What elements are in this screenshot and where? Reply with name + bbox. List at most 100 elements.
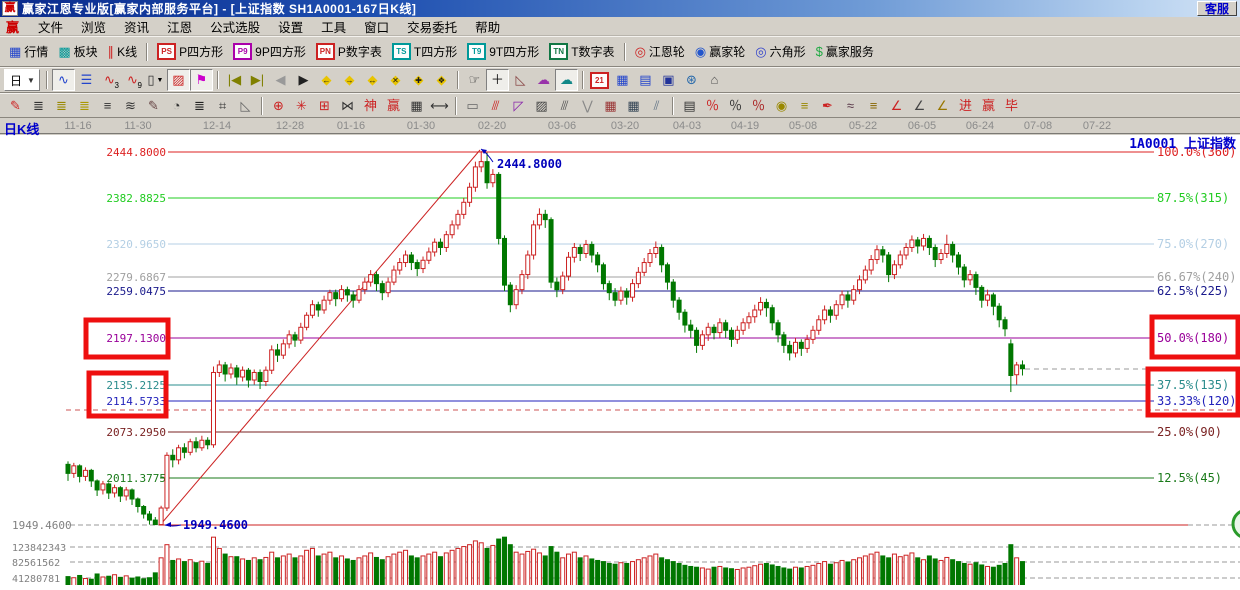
menu-浏览[interactable]: 浏览 [81, 20, 107, 35]
ying-grid-tool[interactable]: 赢 [977, 95, 1000, 117]
check-lines-tool[interactable]: ⋁ [576, 95, 599, 117]
box-tool[interactable]: ▭ [461, 95, 484, 117]
notes-button[interactable]: ▤ [634, 69, 657, 91]
menu-江恩[interactable]: 江恩 [167, 20, 193, 35]
sectors-button[interactable]: ▩ 板块 [53, 40, 102, 64]
f-grid-tool[interactable]: ≡ [96, 95, 119, 117]
diamond-right-button[interactable]: ◆ → [344, 72, 355, 87]
angle-ruler-button[interactable]: ◺ [509, 69, 532, 91]
menu-资讯[interactable]: 资讯 [124, 20, 150, 35]
gold-circle-tool[interactable]: ◉ [770, 95, 793, 117]
menu-工具[interactable]: 工具 [321, 20, 347, 35]
shen-tool[interactable]: 神 [359, 95, 382, 117]
bi-tool[interactable]: 毕 [1000, 95, 1023, 117]
draw-pen-tool[interactable]: ✎ [4, 95, 27, 117]
j-angle-tool[interactable]: ∠ [885, 95, 908, 117]
menu-交易委托[interactable]: 交易委托 [407, 20, 458, 35]
diamond-left-button[interactable]: ◆ ← [321, 72, 332, 87]
fan-red-tool[interactable]: ⫻ [484, 95, 507, 117]
crosshair-button[interactable]: ＋ [485, 69, 509, 91]
prev-bar-button[interactable]: ◀ [269, 69, 292, 91]
circle-grid-tool[interactable]: ⊞ [313, 95, 336, 117]
volume-bar [641, 557, 647, 588]
period-day-dropdown[interactable]: 日 ▼ [4, 69, 40, 91]
grid-box-b-tool[interactable]: ▦ [622, 95, 645, 117]
gann-wheel-button[interactable]: ◎ 江恩轮 [630, 40, 690, 64]
gold-avg-tool[interactable]: ≡ [862, 95, 885, 117]
angle-fan-tool[interactable]: ⫻ [553, 95, 576, 117]
save-button[interactable]: ▣ [657, 69, 680, 91]
menu-公式选股[interactable]: 公式选股 [210, 20, 261, 35]
diamond-expand-button[interactable]: ◆ ❖ [436, 72, 447, 87]
cloud-teal-button[interactable]: ☁ [554, 69, 578, 91]
gold-grid-a-tool[interactable]: ≣ [50, 95, 73, 117]
kline-chart[interactable]: 123842343 82561562 41280781 1949.4600 2444.8… [0, 135, 1240, 588]
wave-mark-tool[interactable]: ⋈ [336, 95, 359, 117]
trend-line[interactable] [160, 149, 481, 525]
market-quotes-button[interactable]: ▦ 行情 [4, 40, 53, 64]
sync-globe-button[interactable]: ⊛ [680, 69, 703, 91]
9t-square-button[interactable]: T9 9T四方形 [462, 40, 544, 64]
grid-123-tool[interactable]: ▦ [405, 95, 428, 117]
pct-line-tool[interactable]: ％ [747, 95, 770, 117]
hand-pan-button[interactable]: ☞ [463, 69, 486, 91]
diamond-hrange-button[interactable]: ◆ ↔ [367, 72, 378, 87]
workstation-button[interactable]: ⌂ [703, 69, 726, 91]
p-digit-table-button[interactable]: PN P数字表 [311, 40, 387, 64]
jin-tool[interactable]: 进 [954, 95, 977, 117]
grid-box-a-tool[interactable]: ▦ [599, 95, 622, 117]
price-comb-tool[interactable]: ≣ [188, 95, 211, 117]
customer-service-button[interactable]: 客服 [1196, 1, 1237, 16]
p-square-button[interactable]: PS P四方形 [152, 40, 228, 64]
chart-area[interactable]: 123842343 82561562 41280781 1949.4600 2444.8… [0, 135, 1240, 588]
color-flag-button[interactable]: ⚑ [189, 69, 213, 91]
menu-帮助[interactable]: 帮助 [475, 20, 501, 35]
next-bar-button[interactable]: ▶ [292, 69, 315, 91]
gold-angle-tool[interactable]: ∠ [931, 95, 954, 117]
menu-设置[interactable]: 设置 [278, 20, 304, 35]
marker-pen-tool[interactable]: ✎ [142, 95, 165, 117]
t-digit-table-button[interactable]: TN T数字表 [544, 40, 619, 64]
width-measure-tool[interactable]: ⟷ [428, 95, 451, 117]
f-angle-tool[interactable]: ∠ [908, 95, 931, 117]
winner-service-button[interactable]: $ 赢家服务 [811, 40, 879, 64]
zigzag-9-button[interactable]: ∿ 9 [126, 72, 142, 91]
trend-wave-button[interactable]: ∿ [51, 69, 75, 91]
circle-cross-tool[interactable]: ⊕ [267, 95, 290, 117]
last-bar-button[interactable]: ▶| [246, 69, 269, 91]
gann-wheel-tool[interactable]: ✳ [290, 95, 313, 117]
candle-style-dropdown[interactable]: ▯ ▼ [147, 72, 164, 87]
ink-pen-tool[interactable]: ✒ [816, 95, 839, 117]
menu-窗口[interactable]: 窗口 [364, 20, 390, 35]
calculator-button[interactable]: ▦ [611, 69, 634, 91]
time-circle-tool[interactable]: ◔ [165, 95, 188, 117]
t-square-button[interactable]: TS T四方形 [387, 40, 462, 64]
zigzag-3-button[interactable]: ∿ 3 [103, 72, 119, 91]
kline-button[interactable]: ∥ K线 [103, 40, 143, 64]
pct-retrace-tool[interactable]: ％ [701, 95, 724, 117]
gold-grid-b-tool[interactable]: ≣ [73, 95, 96, 117]
e-grid-tool[interactable]: ▤ [678, 95, 701, 117]
winner-wheel-button[interactable]: ◉ 赢家轮 [690, 40, 750, 64]
cloud-purple-button[interactable]: ☁ [532, 69, 555, 91]
parallel-lines-tool[interactable]: ⫽ [645, 95, 668, 117]
hexagon-button[interactable]: ◎ 六角形 [750, 40, 810, 64]
first-bar-button[interactable]: |◀ [223, 69, 246, 91]
ying-tool[interactable]: 赢 [382, 95, 405, 117]
angle-measure-tool[interactable]: ◺ [234, 95, 257, 117]
five-grid-tool[interactable]: ≋ [119, 95, 142, 117]
gann-lines-tool[interactable]: ≣ [27, 95, 50, 117]
pattern-hatch-button[interactable]: ▨ [166, 69, 190, 91]
diamond-cross-button[interactable]: ◆ ✕ [390, 72, 401, 87]
avg-lines-tool[interactable]: ≈ [839, 95, 862, 117]
diamond-plus-button[interactable]: ◆ ✚ [413, 72, 424, 87]
fan-purple-tool[interactable]: ◸ [507, 95, 530, 117]
n2-grid-tool[interactable]: ⌗ [211, 95, 234, 117]
quote-list-button[interactable]: ☰ [75, 69, 98, 91]
fan-box-tool[interactable]: ▨ [530, 95, 553, 117]
9p-square-button[interactable]: P9 9P四方形 [228, 40, 311, 64]
calendar-button[interactable]: 21 [588, 69, 611, 91]
menu-文件[interactable]: 文件 [38, 20, 64, 35]
pct-tool[interactable]: ％ [724, 95, 747, 117]
gold-lines-tool[interactable]: ≡ [793, 95, 816, 117]
